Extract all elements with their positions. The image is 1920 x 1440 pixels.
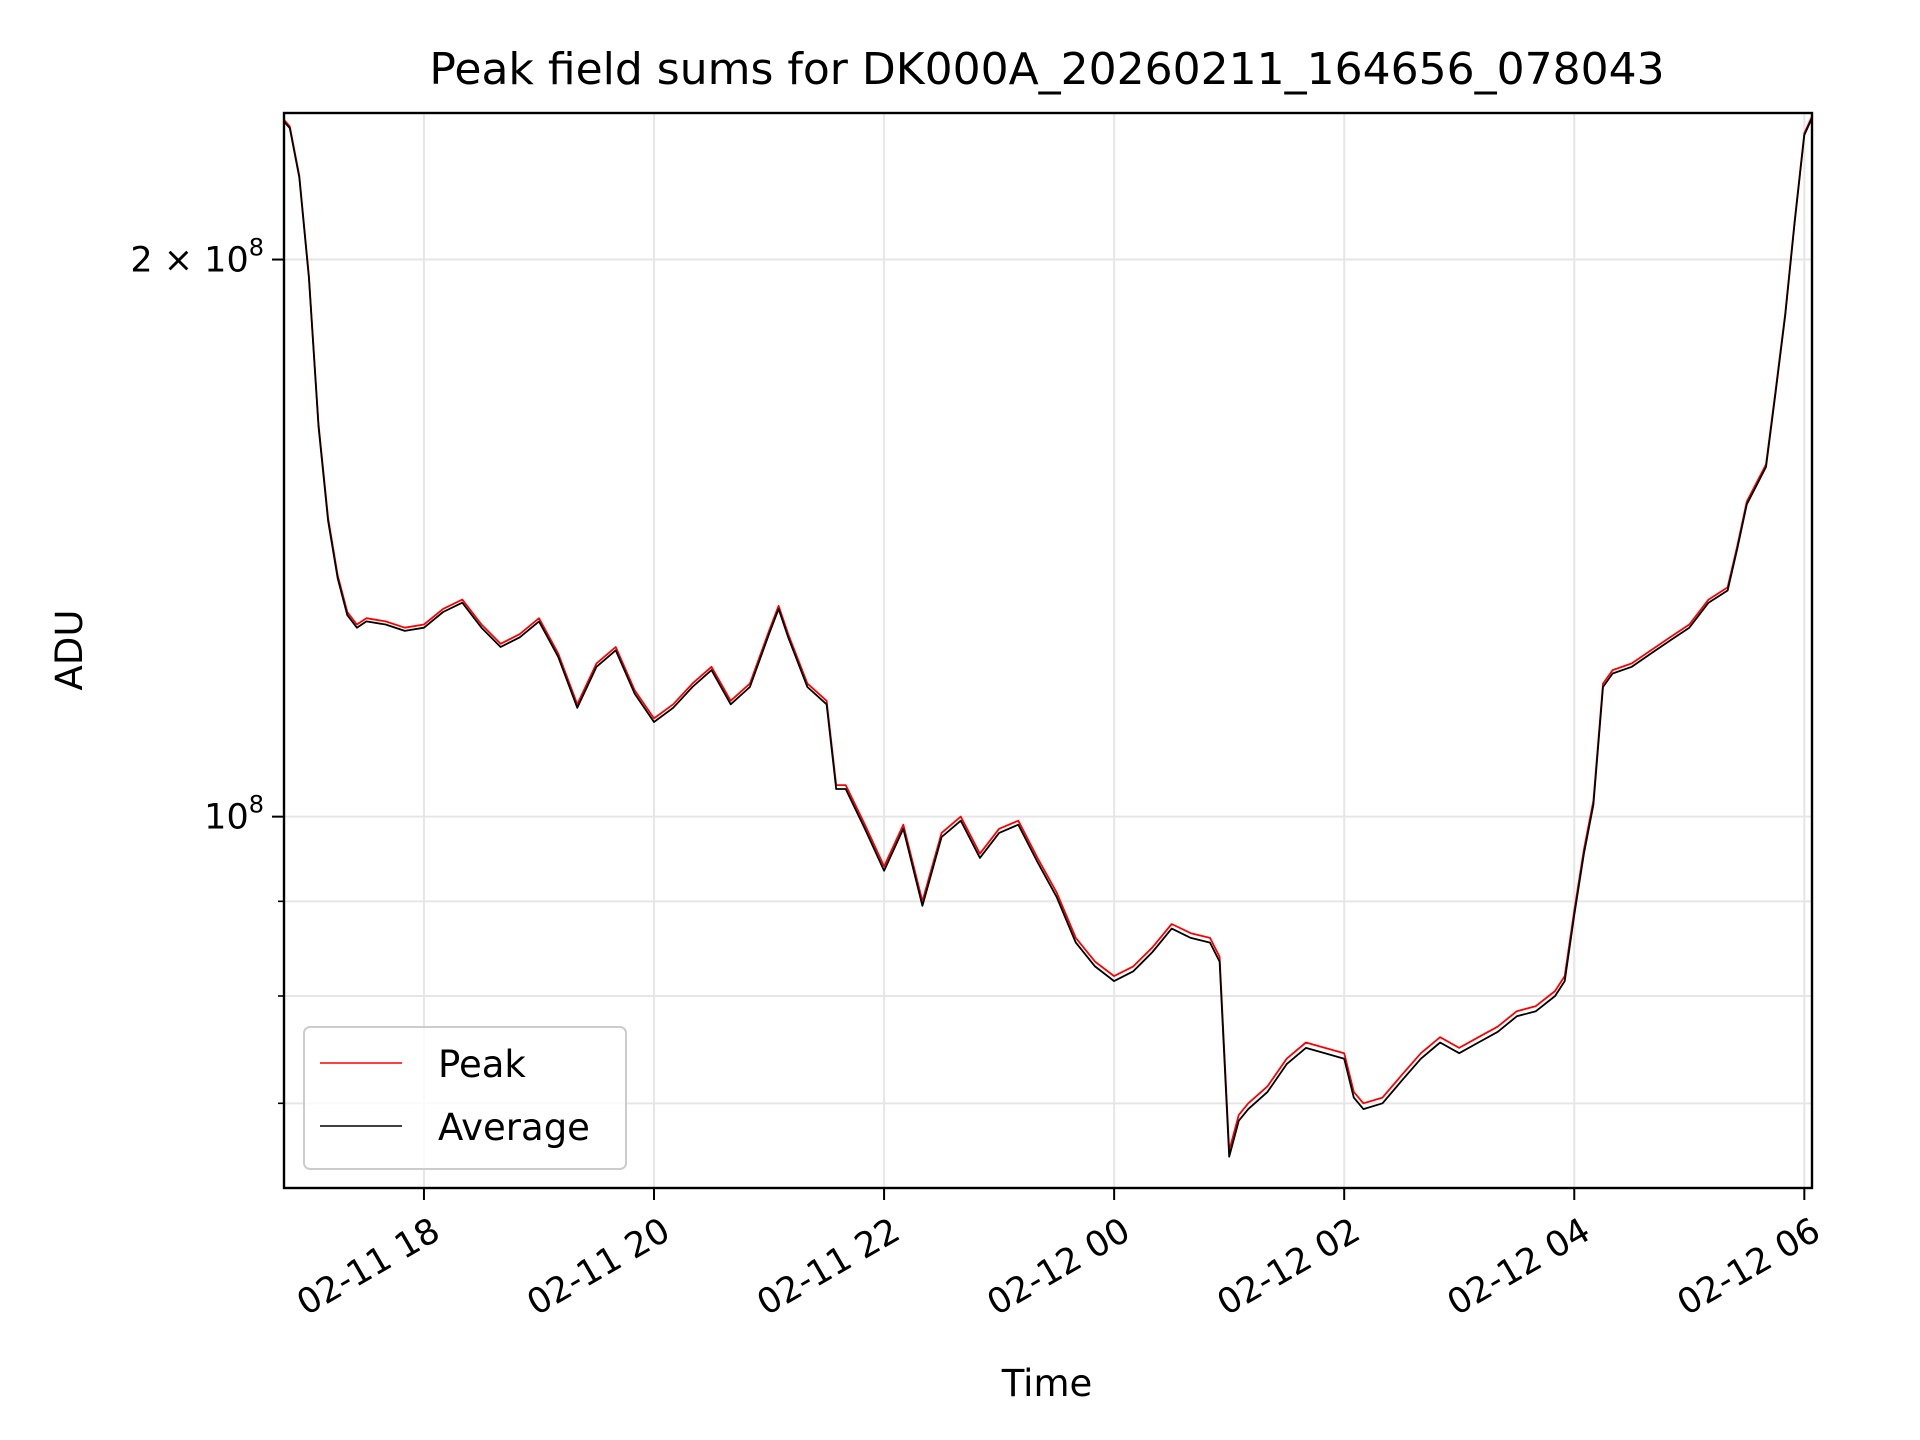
legend: Peak Average	[303, 1026, 627, 1170]
y-axis-label: ADU	[48, 610, 91, 691]
y-tick-base: 2 × 10	[130, 241, 248, 281]
chart-title: Peak field sums for DK000A_20260211_1646…	[429, 44, 1664, 95]
y-tick-exponent: 8	[249, 234, 264, 262]
series-lines	[283, 116, 1813, 1158]
legend-average-label: Average	[438, 1106, 590, 1149]
legend-peak-label: Peak	[438, 1043, 526, 1086]
y-tick-base: 10	[204, 798, 249, 838]
y-tick-label: 2 × 108	[130, 234, 264, 281]
x-axis-label: Time	[1001, 1362, 1093, 1405]
grid	[284, 113, 1812, 1188]
series-line-average	[283, 117, 1813, 1158]
y-tick-exponent: 8	[249, 791, 264, 819]
plot-frame	[282, 111, 1814, 1190]
y-tick-label: 108	[204, 791, 264, 838]
